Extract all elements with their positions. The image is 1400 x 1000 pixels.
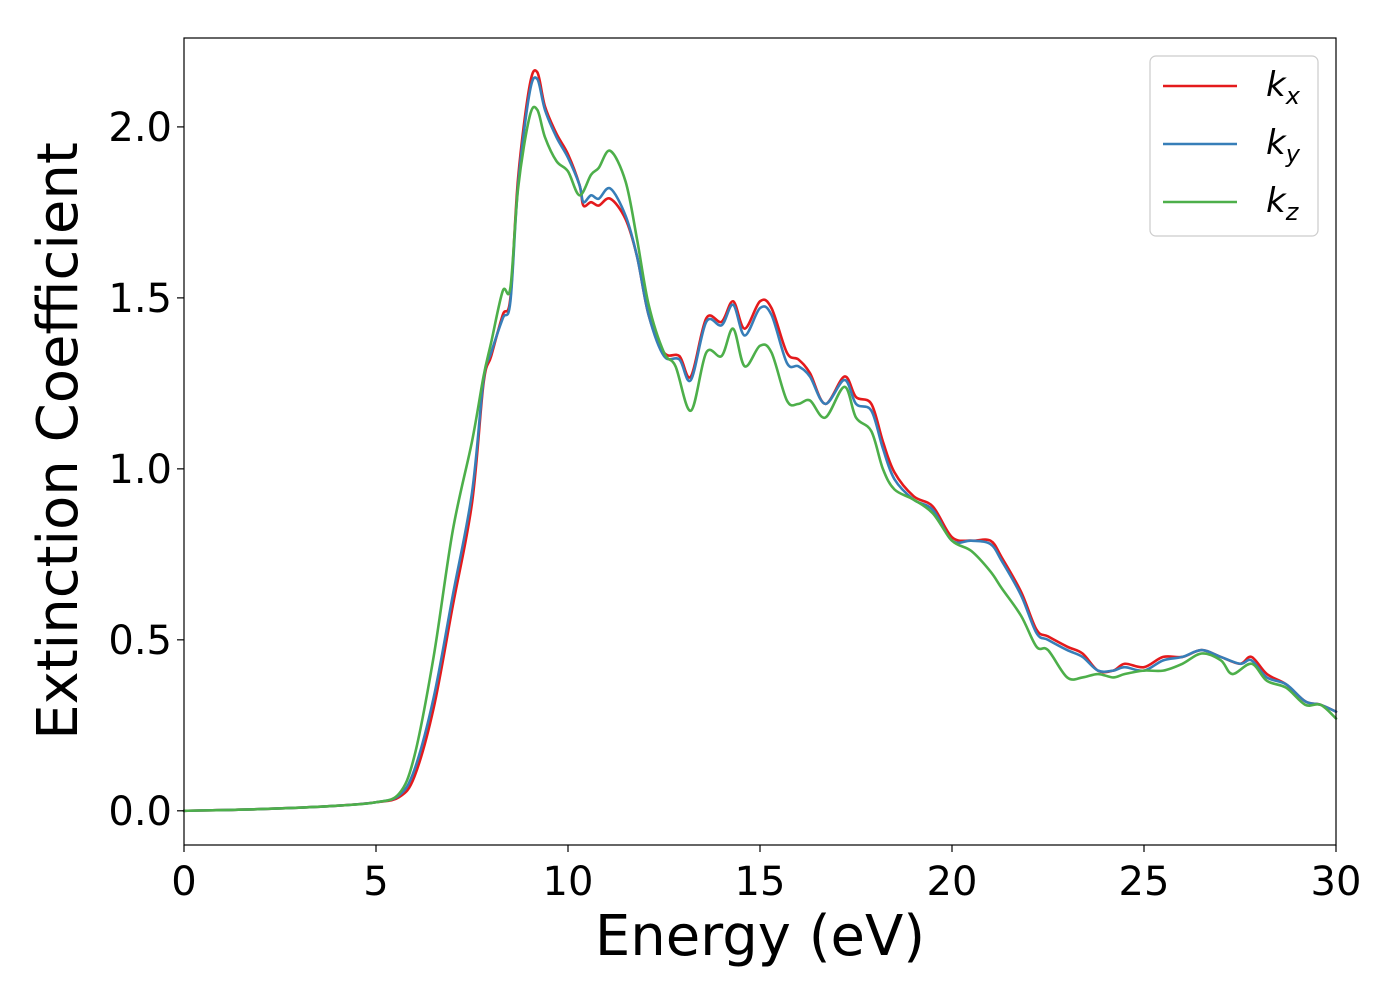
x-axis-ticks: 0 5 10 15 20 25 30	[171, 845, 1361, 905]
legend-label-kx: kx	[1266, 65, 1301, 110]
series-layer	[182, 69, 1338, 813]
legend-box	[1149, 55, 1319, 237]
legend: kx ky kz	[1149, 55, 1319, 237]
y-tick-label: 0.0	[108, 789, 172, 835]
x-tick-label: 30	[1311, 859, 1362, 905]
y-axis-ticks: 0.0 0.5 1.0 1.5 2.0	[108, 105, 184, 835]
x-tick-label: 25	[1119, 859, 1170, 905]
y-tick-label: 1.0	[108, 447, 172, 493]
x-tick-label: 0	[171, 859, 196, 905]
x-axis-title: Energy (eV)	[595, 904, 925, 969]
y-tick-label: 2.0	[108, 105, 172, 151]
legend-label-ky: ky	[1266, 123, 1301, 168]
legend-entries: kx ky kz	[1163, 65, 1301, 226]
legend-label-kz: kz	[1266, 181, 1300, 226]
x-tick-label: 5	[363, 859, 388, 905]
x-tick-label: 15	[735, 859, 786, 905]
y-axis-title: Extinction Coefficient	[26, 142, 91, 740]
x-tick-label: 10	[543, 859, 594, 905]
y-tick-label: 1.5	[108, 276, 172, 322]
series-line-kz	[182, 105, 1338, 813]
series-line-ky	[182, 76, 1338, 813]
x-tick-label: 20	[927, 859, 978, 905]
y-tick-label: 0.5	[108, 618, 172, 664]
